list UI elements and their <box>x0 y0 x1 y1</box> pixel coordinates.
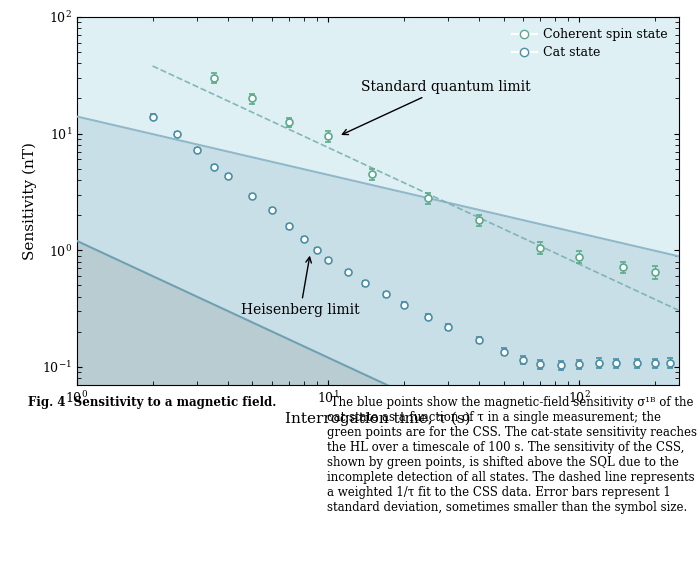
Text: Fig. 4  Sensitivity to a magnetic field.: Fig. 4 Sensitivity to a magnetic field. <box>28 396 276 409</box>
Legend: Coherent spin state, Cat state: Coherent spin state, Cat state <box>507 23 673 64</box>
X-axis label: Interrogation time, τ (s): Interrogation time, τ (s) <box>285 411 471 426</box>
Text: Standard quantum limit: Standard quantum limit <box>342 80 531 135</box>
Text: The blue points show the magnetic-field sensitivity σ¹ᴮ of the cat state as a fu: The blue points show the magnetic-field … <box>328 396 697 514</box>
Text: Heisenberg limit: Heisenberg limit <box>241 257 360 318</box>
Y-axis label: Sensitivity (nT): Sensitivity (nT) <box>22 142 37 260</box>
